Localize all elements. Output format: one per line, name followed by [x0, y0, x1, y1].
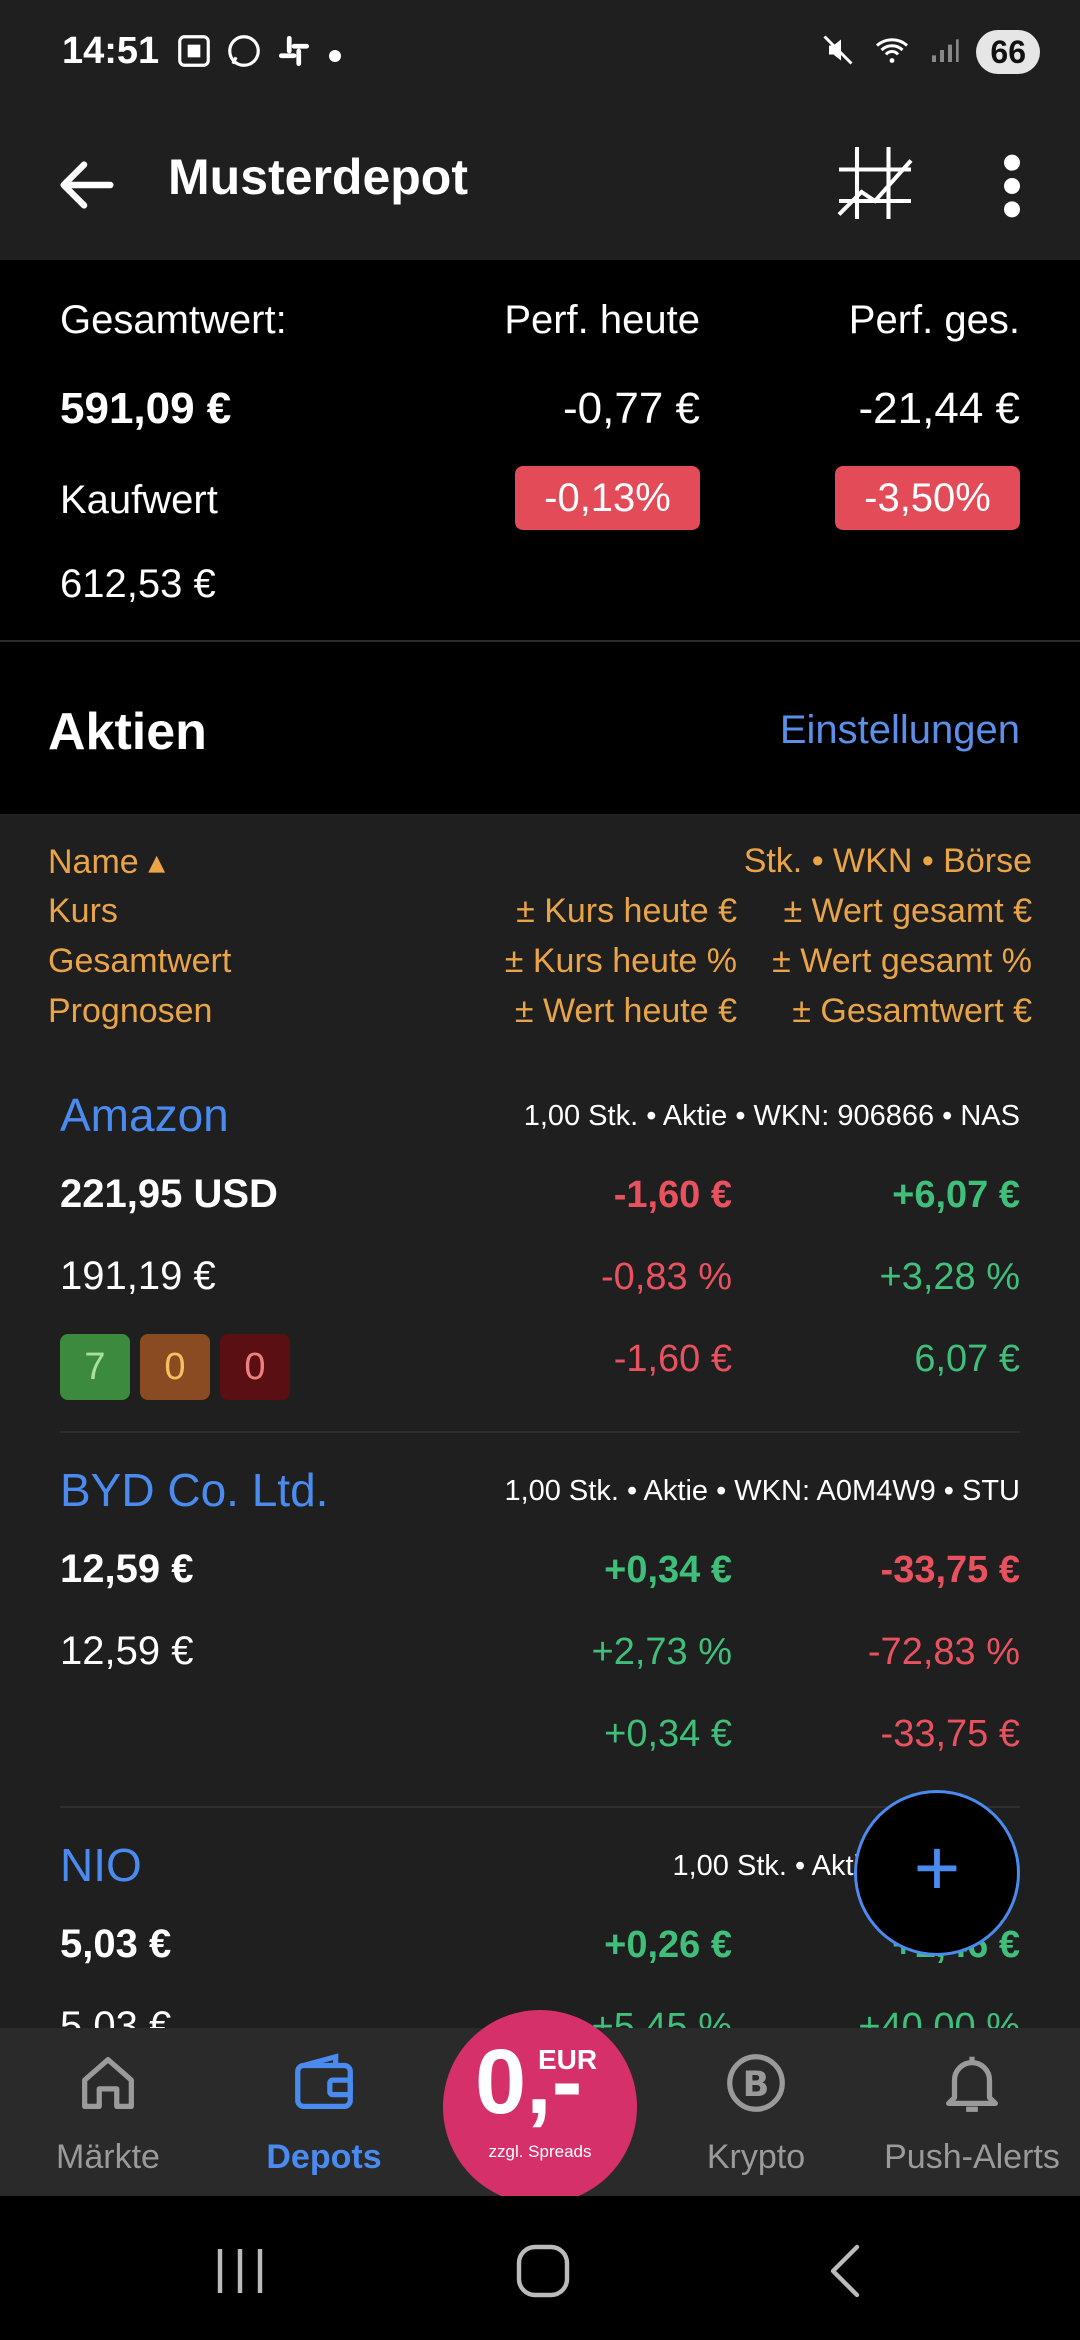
back-arrow-icon[interactable] [52, 150, 122, 220]
status-time: 14:51 [62, 30, 160, 72]
stock-today-pct: -0,83 % [601, 1256, 732, 1298]
legend-gesamtwert-eur: ± Gesamtwert € [792, 992, 1032, 1030]
nav-label: Push-Alerts [884, 2138, 1060, 2176]
legend-kurs-heute-pct: ± Kurs heute % [504, 942, 737, 980]
stock-meta: 1,00 Stk. • Aktie • WKN: A0M4W9 • STU [504, 1475, 1020, 1507]
perf-total-label: Perf. ges. [848, 298, 1020, 342]
screenshot-icon [175, 32, 213, 79]
total-value-label: Gesamtwert: [60, 298, 287, 342]
forecast-badges: 7 0 0 [60, 1334, 290, 1400]
promo-amount: 0,- [475, 2031, 583, 2133]
perf-today-label: Perf. heute [504, 298, 700, 342]
stock-overall-pct: +40,00 % [858, 2006, 1020, 2028]
back-nav-icon[interactable] [805, 2236, 885, 2306]
nav-label: Märkte [56, 2138, 160, 2176]
chart-grid-icon[interactable] [830, 138, 920, 228]
stock-today-abs: +0,26 € [604, 1924, 732, 1966]
perf-today-pct-badge: -0,13% [515, 466, 700, 530]
purchase-value: 612,53 € [60, 562, 216, 606]
status-bar: 14:51 66 [0, 0, 1080, 110]
perf-total-abs: -21,44 € [858, 384, 1020, 433]
perf-today-abs: -0,77 € [563, 384, 700, 433]
wifi-icon [872, 32, 912, 73]
page-title: Musterdepot [168, 149, 468, 205]
svg-text:B: B [743, 2065, 770, 2105]
stock-price: 12,59 € [60, 1547, 194, 1591]
stock-price: 5,03 € [60, 1922, 172, 1966]
bitcoin-icon: B [721, 2048, 791, 2118]
column-legend: Name ▴ Kurs Gesamtwert Prognosen Stk. • … [0, 814, 1080, 1058]
section-header: Aktien Einstellungen [0, 642, 1080, 814]
section-title: Aktien [48, 703, 207, 761]
nav-item-push-alerts[interactable]: Push-Alerts [864, 2028, 1080, 2196]
battery-indicator: 66 [976, 30, 1040, 74]
nav-label: Depots [266, 2138, 382, 2176]
dot-icon [325, 36, 345, 75]
home-icon [73, 2048, 143, 2118]
recents-icon[interactable] [200, 2236, 280, 2306]
stock-overall-abs: -33,75 € [880, 1549, 1020, 1591]
stock-name[interactable]: BYD Co. Ltd. [60, 1464, 329, 1516]
stock-name[interactable]: Amazon [60, 1089, 229, 1141]
forecast-buy-badge: 7 [60, 1334, 130, 1400]
row-divider [60, 1431, 1020, 1433]
stock-overall-abs: +6,07 € [892, 1174, 1020, 1216]
bell-icon [937, 2048, 1007, 2118]
system-navigation-bar [0, 2196, 1080, 2340]
settings-link[interactable]: Einstellungen [779, 708, 1020, 752]
legend-wert-heute-eur: ± Wert heute € [514, 992, 737, 1030]
nav-item-depots[interactable]: Depots [216, 2028, 432, 2196]
legend-kurs: Kurs [48, 892, 118, 930]
forecast-hold-badge: 0 [140, 1334, 210, 1400]
stock-price: 221,95 USD [60, 1172, 278, 1216]
purchase-value-label: Kaufwert [60, 478, 218, 522]
portfolio-summary: Gesamtwert: Perf. heute Perf. ges. 591,0… [0, 260, 1080, 642]
stock-today-pct: +5,45 % [591, 2006, 733, 2028]
stock-meta: 1,00 Stk. • Aktie • WKN: 906866 • NAS [523, 1100, 1020, 1132]
legend-stk-wkn-boerse: Stk. • WKN • Börse [743, 842, 1032, 880]
legend-kurs-heute-eur: ± Kurs heute € [516, 892, 737, 930]
stock-name[interactable]: NIO [60, 1839, 142, 1891]
stock-overall-pct: +3,28 % [879, 1256, 1021, 1298]
stock-total: 5,03 € [60, 2004, 172, 2028]
legend-prognosen: Prognosen [48, 992, 213, 1030]
mute-icon [820, 32, 856, 73]
total-value: 591,09 € [60, 384, 232, 433]
home-button-icon[interactable] [503, 2236, 583, 2306]
perf-total-pct-badge: -3,50% [835, 466, 1020, 530]
zero-fee-promo-button[interactable]: 0,- EUR zzgl. Spreads [443, 2010, 637, 2204]
promo-currency: EUR [538, 2044, 598, 2075]
promo-subtext: zzgl. Spreads [488, 2142, 592, 2161]
legend-wert-gesamt-pct: ± Wert gesamt % [772, 942, 1032, 980]
stock-total: 191,19 € [60, 1254, 216, 1298]
stock-overall-pct: -72,83 % [867, 1631, 1020, 1673]
nav-item-maerkte[interactable]: Märkte [0, 2028, 216, 2196]
nav-item-krypto[interactable]: B Krypto [648, 2028, 864, 2196]
slack-icon [275, 32, 313, 79]
stock-today-value: +0,34 € [604, 1713, 732, 1755]
stock-overall-value: 6,07 € [914, 1338, 1020, 1380]
nav-label: Krypto [706, 2138, 806, 2176]
whatsapp-icon [225, 32, 263, 79]
system-icons: 66 [820, 30, 1040, 74]
add-position-button[interactable]: + [854, 1790, 1020, 1956]
forecast-sell-badge: 0 [220, 1334, 290, 1400]
stock-today-value: -1,60 € [613, 1338, 732, 1380]
legend-gesamtwert: Gesamtwert [48, 942, 232, 980]
row-divider [60, 1806, 1020, 1808]
stock-row-amazon[interactable]: Amazon 1,00 Stk. • Aktie • WKN: 906866 •… [0, 1058, 1080, 1433]
legend-wert-gesamt-eur: ± Wert gesamt € [783, 892, 1032, 930]
stock-today-abs: +0,34 € [604, 1549, 732, 1591]
wallet-icon [289, 2048, 359, 2118]
stock-total: 12,59 € [60, 1629, 194, 1673]
stock-overall-value: -33,75 € [880, 1713, 1020, 1755]
app-bar: Musterdepot [0, 110, 1080, 260]
stock-row-byd[interactable]: BYD Co. Ltd. 1,00 Stk. • Aktie • WKN: A0… [0, 1433, 1080, 1808]
signal-icon [928, 32, 960, 73]
legend-name-sort[interactable]: Name ▴ [48, 843, 166, 881]
notification-icons [175, 32, 345, 79]
stock-today-abs: -1,60 € [613, 1174, 732, 1216]
more-vert-icon[interactable] [992, 146, 1032, 226]
stock-today-pct: +2,73 % [591, 1631, 733, 1673]
